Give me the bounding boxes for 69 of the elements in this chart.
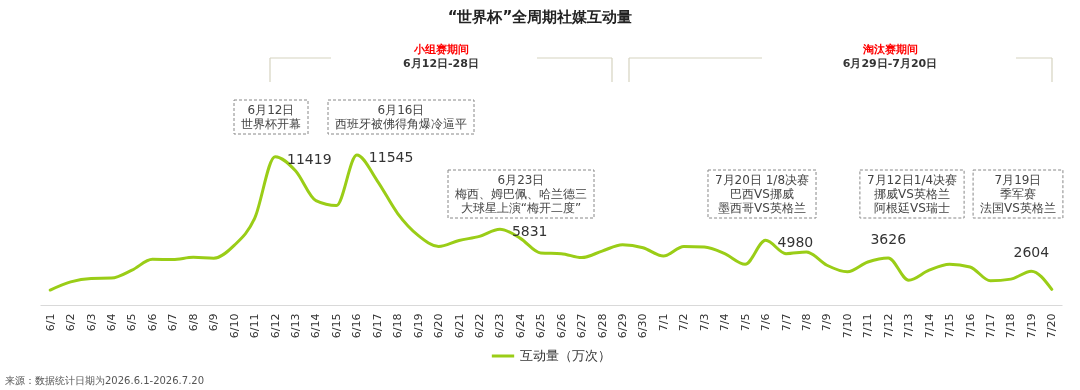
x-tick-label: 6/15 bbox=[329, 313, 343, 339]
x-tick-label: 6/1 bbox=[43, 313, 57, 332]
text: 小组赛期间 bbox=[412, 43, 469, 56]
chart-title: “世界杯”全周期社媒互动量 bbox=[447, 8, 633, 26]
x-tick-label: 6/11 bbox=[248, 313, 262, 339]
x-tick-label: 7/14 bbox=[922, 313, 936, 339]
x-tick-label: 7/13 bbox=[902, 313, 916, 339]
x-tick-label: 7/17 bbox=[983, 313, 997, 339]
x-tick-label: 6/19 bbox=[411, 313, 425, 339]
legend-label: 互动量（万次） bbox=[520, 348, 611, 363]
data-label: 11419 bbox=[287, 150, 332, 167]
x-tick-label: 6/29 bbox=[616, 313, 630, 339]
x-tick-label: 6/23 bbox=[493, 313, 507, 339]
annotation: 7月12日1/4决赛挪威VS英格兰阿根廷VS瑞士 bbox=[866, 173, 958, 215]
data-label: 4980 bbox=[777, 234, 814, 251]
x-tick-label: 7/18 bbox=[1004, 313, 1018, 339]
text: 6月12日世界杯开幕 bbox=[241, 103, 301, 131]
annotation: 6月23日梅西、姆巴佩、哈兰德三大球星上演“梅开二度” bbox=[454, 173, 587, 215]
x-tick-label: 6/18 bbox=[391, 313, 405, 339]
data-label: 2604 bbox=[1013, 244, 1050, 261]
x-tick-label: 6/3 bbox=[84, 313, 98, 332]
annotation: 7月20日 1/8决赛巴西VS挪威墨西哥VS英格兰 bbox=[714, 173, 810, 215]
text: 6月29日-7月20日 bbox=[842, 57, 938, 70]
x-tick-label: 6/13 bbox=[289, 313, 302, 339]
x-tick-label: 6/14 bbox=[309, 313, 323, 339]
x-tick-label: 6/16 bbox=[350, 313, 364, 339]
x-tick-label: 7/5 bbox=[738, 313, 752, 332]
source-note: 来源：数据统计日期为2026.6.1-2026.7.20 bbox=[5, 375, 205, 386]
data-label: 5831 bbox=[511, 223, 548, 240]
x-tick-label: 6/10 bbox=[227, 313, 241, 339]
x-tick-label: 7/16 bbox=[963, 313, 977, 339]
x-tick-label: 6/28 bbox=[595, 313, 609, 339]
x-tick-label: 6/2 bbox=[64, 313, 78, 332]
x-tick-label: 7/6 bbox=[759, 313, 773, 332]
text: 淘汰赛期间 bbox=[861, 43, 918, 56]
x-tick-label: 7/19 bbox=[1024, 313, 1038, 339]
x-tick-label: 6/12 bbox=[268, 313, 282, 339]
x-tick-label: 6/22 bbox=[472, 313, 486, 339]
text: 6月16日西班牙被佛得角爆冷逼平 bbox=[335, 103, 467, 131]
x-tick-label: 7/7 bbox=[779, 313, 793, 332]
x-tick-label: 6/30 bbox=[636, 313, 650, 339]
x-tick-label: 7/1 bbox=[656, 313, 670, 332]
x-tick-label: 6/27 bbox=[575, 313, 589, 339]
x-tick-label: 6/8 bbox=[186, 313, 200, 332]
data-label: 11545 bbox=[368, 149, 414, 165]
x-tick-label: 6/9 bbox=[207, 313, 221, 332]
x-tick-label: 7/15 bbox=[943, 313, 957, 339]
x-tick-label: 6/24 bbox=[513, 313, 527, 339]
x-tick-label: 6/17 bbox=[370, 313, 384, 339]
x-tick-label: 6/7 bbox=[166, 313, 180, 332]
x-tick-label: 7/11 bbox=[861, 313, 875, 339]
annotation: 7月19日季军赛法国VS英格兰 bbox=[980, 173, 1056, 215]
x-tick-label: 7/4 bbox=[718, 313, 732, 332]
x-tick-label: 7/9 bbox=[820, 313, 834, 332]
x-tick-label: 6/6 bbox=[145, 313, 159, 332]
x-tick-label: 7/20 bbox=[1045, 313, 1059, 339]
data-label: 3626 bbox=[870, 230, 907, 247]
x-tick-label: 6/21 bbox=[452, 313, 466, 339]
x-tick-label: 6/5 bbox=[125, 313, 139, 332]
x-tick-label: 7/2 bbox=[677, 313, 691, 332]
x-tick-label: 6/25 bbox=[534, 313, 548, 339]
x-tick-label: 6/4 bbox=[105, 313, 119, 332]
x-tick-label: 7/10 bbox=[840, 313, 854, 339]
x-tick-label: 6/20 bbox=[432, 313, 446, 339]
x-tick-label: 7/12 bbox=[881, 313, 895, 339]
x-tick-label: 7/3 bbox=[697, 313, 711, 332]
text: 6月12日-28日 bbox=[403, 57, 479, 70]
x-tick-label: 6/26 bbox=[554, 313, 568, 339]
x-tick-label: 7/8 bbox=[800, 313, 813, 332]
